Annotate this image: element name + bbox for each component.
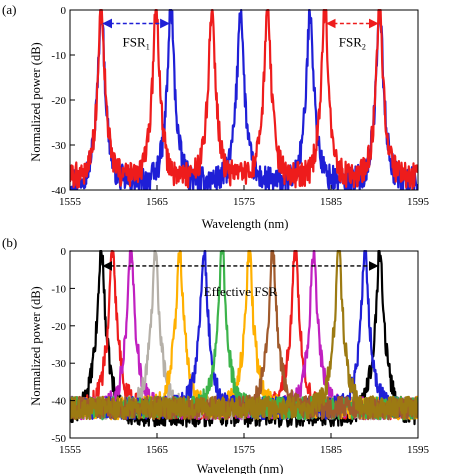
y-tick-label: -30 bbox=[51, 358, 66, 370]
y-tick-label: -10 bbox=[51, 50, 66, 62]
panel-label-a: (a) bbox=[2, 2, 16, 17]
x-tick-label: 1565 bbox=[146, 444, 169, 456]
y-tick-label: -30 bbox=[51, 140, 66, 152]
x-tick-label: 1555 bbox=[59, 444, 82, 456]
series-line bbox=[70, 250, 418, 421]
panel-label-b: (b) bbox=[2, 235, 17, 250]
y-tick-label: -40 bbox=[51, 185, 66, 197]
panel-b: (b) Normalized power (dB) Wavelength (nm… bbox=[2, 235, 430, 474]
y-axis-label-b: Normalized power (dB) bbox=[29, 286, 43, 405]
x-tick-label: 1595 bbox=[407, 196, 430, 208]
y-tick-label: -50 bbox=[51, 433, 66, 445]
y-tick-label: -10 bbox=[51, 283, 66, 295]
x-tick-label: 1585 bbox=[320, 444, 343, 456]
x-tick-label: 1575 bbox=[233, 444, 256, 456]
y-tick-label: -20 bbox=[51, 321, 66, 333]
annotation-label: FSR1 bbox=[123, 35, 150, 52]
y-tick-label: 0 bbox=[61, 246, 67, 258]
x-tick-label: 1585 bbox=[320, 196, 343, 208]
annotation-label: FSR2 bbox=[339, 35, 366, 52]
series-line bbox=[70, 9, 418, 190]
x-axis-label-b: Wavelength (nm) bbox=[197, 462, 284, 474]
y-tick-label: -20 bbox=[51, 95, 66, 107]
annotation-subscript: 1 bbox=[146, 43, 150, 52]
x-tick-label: 1595 bbox=[407, 444, 430, 456]
y-axis-label-a: Normalized power (dB) bbox=[29, 42, 43, 161]
y-tick-label: 0 bbox=[61, 5, 67, 17]
plot-area bbox=[70, 9, 418, 190]
annotation-subscript: 2 bbox=[362, 43, 366, 52]
x-tick-label: 1555 bbox=[59, 196, 82, 208]
x-axis-label-a: Wavelength (nm) bbox=[202, 217, 289, 231]
x-tick-label: 1565 bbox=[146, 196, 169, 208]
plot-area bbox=[70, 250, 418, 428]
y-tick-label: -40 bbox=[51, 396, 66, 408]
panel-a: (a) Normalized power (dB) Wavelength (nm… bbox=[2, 2, 430, 231]
annotation-label: Effective FSR bbox=[204, 284, 278, 299]
x-tick-label: 1575 bbox=[233, 196, 256, 208]
